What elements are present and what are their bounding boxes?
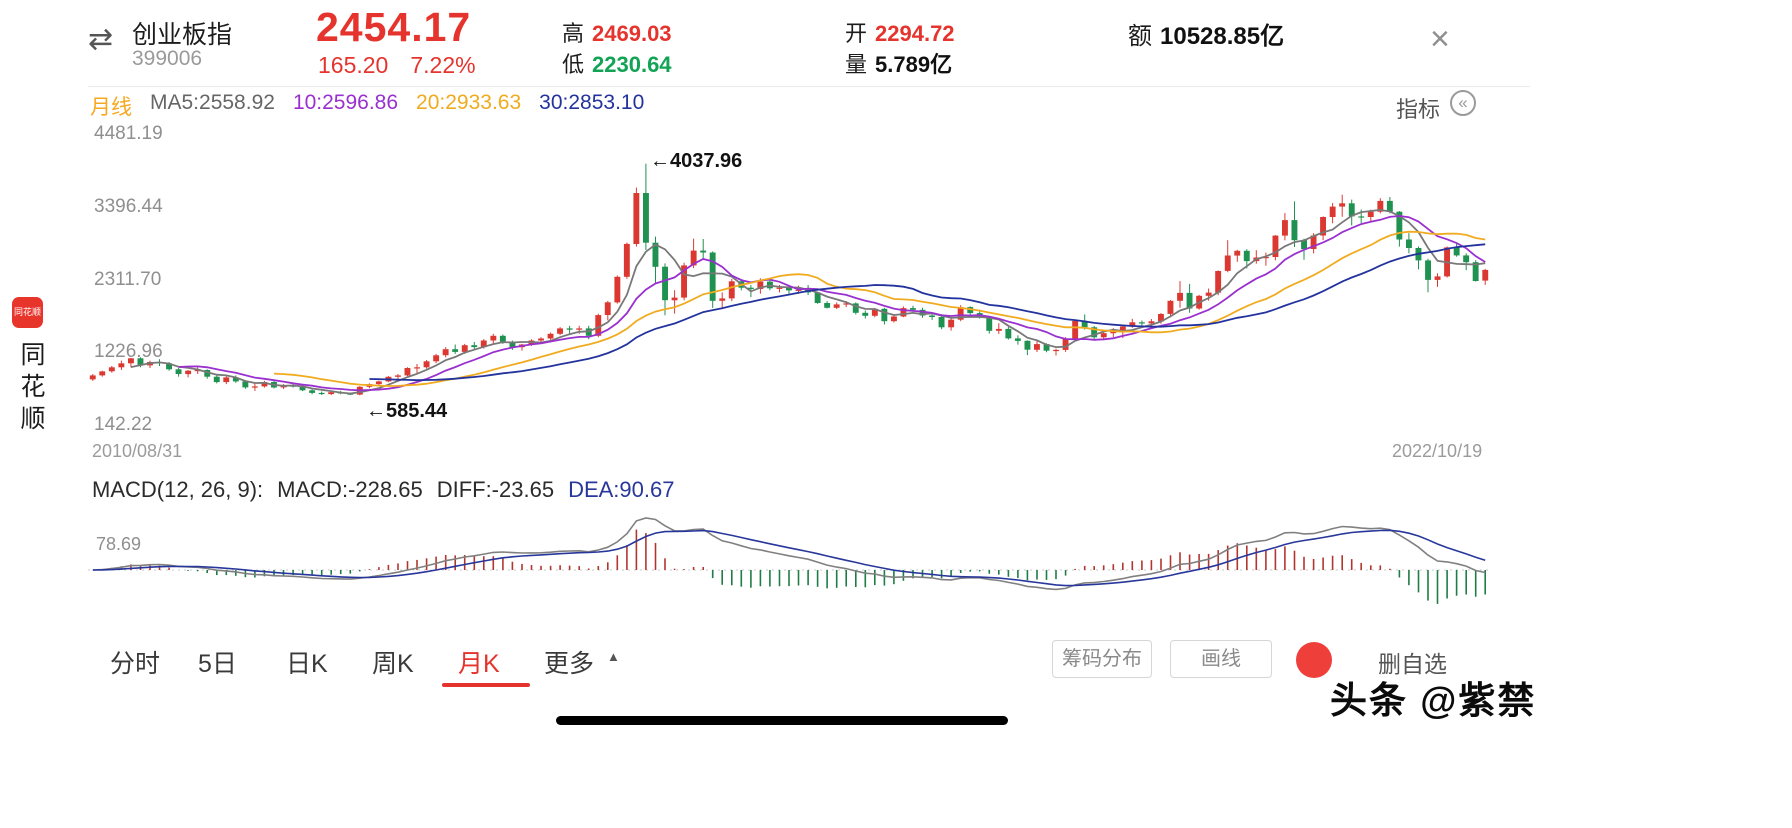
amount-stat: 额 10528.85亿 [1128,16,1284,51]
ma-indicator-bar: 月线 MA5:2558.92 10:2596.86 20:2933.63 30:… [90,91,644,121]
tab-daily-k[interactable]: 日K [286,650,328,678]
volume-label: 量 [845,52,868,77]
tab-monthly-k[interactable]: 月K [458,650,500,678]
more-caret-icon: ▲ [607,649,620,664]
ths-app-name-vertical: 同花顺 [17,341,45,437]
amount-label: 额 [1128,23,1152,50]
close-icon[interactable]: × [1430,20,1450,58]
ma20-value: 20:2933.63 [416,91,522,114]
diff-value: DIFF:-23.65 [436,477,555,502]
tab-5day[interactable]: 5日 [198,650,237,678]
kline-chart[interactable] [88,118,1490,443]
ma10-value: 10:2596.86 [292,91,399,114]
amount-value: 10528.85亿 [1160,23,1285,50]
price-change-percent: 7.22% [410,52,476,78]
y-axis-label: 4481.19 [94,123,163,144]
toutiao-logo-icon [1296,642,1332,678]
peak-price-annotation: ←4037.96 [650,150,743,172]
draw-line-button[interactable]: 画线 [1170,640,1272,678]
high-stat: 高 2469.03 [562,16,672,48]
low-value: 2230.64 [592,52,672,77]
low-stat: 低 2230.64 [562,47,672,79]
high-label: 高 [562,21,585,46]
tab-weekly-k[interactable]: 周K [372,650,414,678]
tab-fenshi[interactable]: 分时 [110,650,161,678]
ma30-value: 30:2853.10 [539,91,645,114]
open-label: 开 [845,21,868,46]
macd-value-bar: MACD(12, 26, 9): MACD:-228.65 DIFF:-23.6… [92,477,674,503]
ma5-value: MA5:2558.92 [150,91,275,114]
indicator-collapse-icon[interactable]: « [1450,90,1476,116]
tab-more[interactable]: 更多 [544,650,595,678]
active-tab-underline [442,683,530,687]
macd-chart[interactable] [88,506,1490,626]
trough-price-annotation: ←585.44 [366,400,448,422]
y-axis-label: 1226.96 [94,341,163,362]
instrument-code: 399006 [132,47,203,70]
indicator-label[interactable]: 指标 [1396,97,1441,122]
price-change-row: 165.20 7.22% [318,52,476,79]
low-label: 低 [562,52,585,77]
open-value: 2294.72 [875,21,955,46]
start-date-label: 2010/08/31 [92,441,183,461]
home-indicator [556,716,1008,725]
price-change: 165.20 [318,52,389,78]
macd-axis-label: 78.69 [96,534,142,554]
volume-stat: 量 5.789亿 [845,47,952,79]
high-value: 2469.03 [592,21,672,46]
dea-value: DEA:90.67 [568,477,675,502]
macd-value: MACD:-228.65 [277,477,423,502]
end-date-label: 2022/10/19 [1392,441,1483,461]
chip-distribution-button[interactable]: 筹码分布 [1052,640,1152,678]
period-label: 月线 [90,96,132,119]
header-divider [88,86,1530,87]
macd-title: MACD(12, 26, 9): [92,477,264,502]
y-axis-label: 142.22 [94,414,153,435]
delete-watchlist-button[interactable]: 删自选 [1378,651,1447,677]
switch-stock-icon[interactable]: ⇄ [88,23,114,56]
open-stat: 开 2294.72 [845,16,955,48]
y-axis-label: 2311.70 [94,269,162,290]
y-axis-label: 3396.44 [94,196,163,217]
last-price: 2454.17 [316,4,472,50]
ths-app-logo-icon: 同花顺 [12,297,43,328]
volume-value: 5.789亿 [875,52,953,77]
instrument-name: 创业板指 [132,21,233,49]
